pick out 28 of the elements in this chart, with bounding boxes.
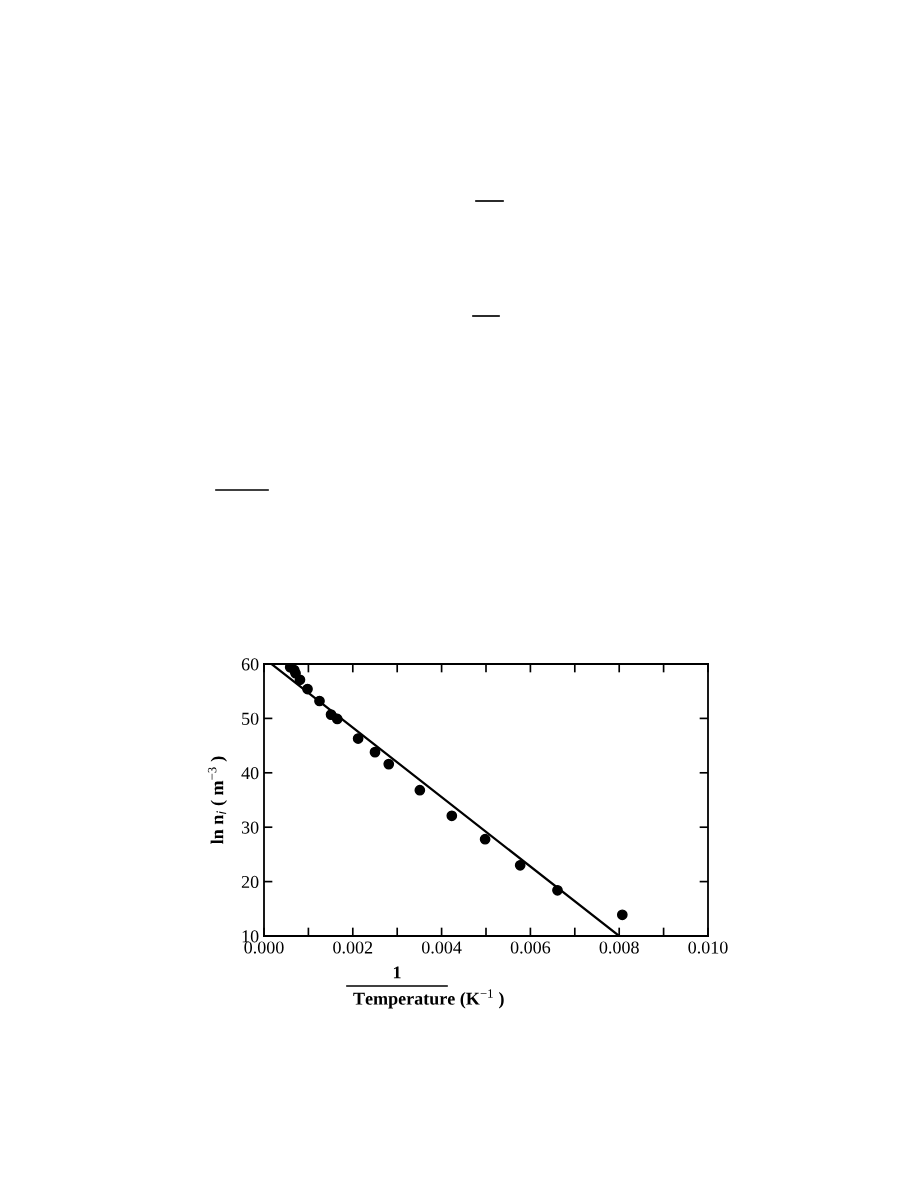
x-tick-label: 0.010 [688,941,728,954]
point [314,695,325,707]
point [331,713,343,725]
y-axis-title: ln n$_{i}$ ( m$^{−3}$ ) [207,756,227,844]
x-tick-label: 0.004 [421,941,462,954]
text: 1 [393,966,401,979]
x-tick-label: 0.002 [333,941,373,954]
point [446,810,458,822]
x-tick-label: 0.006 [510,941,551,954]
x-tick-label: 0.008 [599,941,639,954]
point [302,683,313,695]
point [369,746,381,758]
point [414,784,426,796]
point [514,859,526,871]
point [552,884,563,896]
point [616,909,628,921]
point [383,758,395,770]
point [479,833,491,845]
point [294,674,306,686]
y-tick-label: 30 [241,821,259,834]
y-tick-label: 20 [241,875,259,889]
y-tick-label: 40 [241,767,259,780]
x-tick-label: 0.000 [244,941,284,954]
x-axis-title: Temperature (K$^{−1}$ ) [353,989,504,1009]
y-tick-label: 10 [242,930,259,943]
y-tick-label: 60 [241,658,259,671]
y-tick-label: 50 [242,712,259,725]
point [352,733,364,744]
